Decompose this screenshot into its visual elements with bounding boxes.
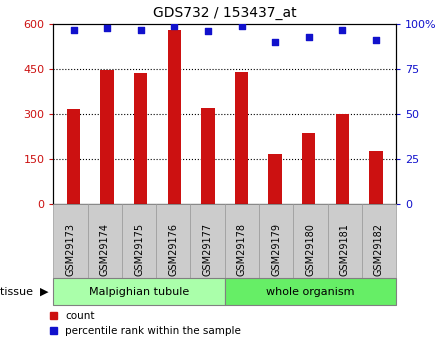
Point: [238, 23, 245, 29]
Text: GSM29175: GSM29175: [134, 223, 144, 276]
Text: GSM29182: GSM29182: [374, 223, 384, 276]
Bar: [336, 114, 349, 204]
Bar: [67, 109, 80, 204]
Text: GSM29179: GSM29179: [271, 223, 281, 276]
Point: [104, 25, 111, 30]
Bar: [201, 108, 214, 204]
Text: GSM29180: GSM29180: [305, 223, 316, 276]
Text: GSM29181: GSM29181: [340, 223, 350, 276]
Bar: [168, 30, 181, 204]
Bar: [302, 133, 316, 204]
Title: GDS732 / 153437_at: GDS732 / 153437_at: [153, 6, 296, 20]
Text: GSM29176: GSM29176: [168, 223, 178, 276]
Bar: [268, 154, 282, 204]
Legend: count, percentile rank within the sample: count, percentile rank within the sample: [50, 311, 241, 336]
Point: [339, 27, 346, 32]
Text: GSM29173: GSM29173: [65, 223, 76, 276]
Point: [171, 23, 178, 29]
Bar: [235, 72, 248, 204]
Point: [305, 34, 312, 39]
Text: GSM29174: GSM29174: [100, 223, 110, 276]
Point: [271, 39, 279, 45]
Text: GSM29178: GSM29178: [237, 223, 247, 276]
Bar: [134, 73, 147, 204]
Text: tissue  ▶: tissue ▶: [0, 287, 49, 296]
Point: [372, 38, 380, 43]
Bar: [101, 70, 114, 204]
Point: [204, 29, 211, 34]
Text: Malpighian tubule: Malpighian tubule: [89, 287, 189, 296]
Point: [137, 27, 144, 32]
Text: whole organism: whole organism: [266, 287, 355, 296]
Text: GSM29177: GSM29177: [202, 223, 213, 276]
Point: [70, 27, 77, 32]
Bar: [369, 151, 383, 204]
